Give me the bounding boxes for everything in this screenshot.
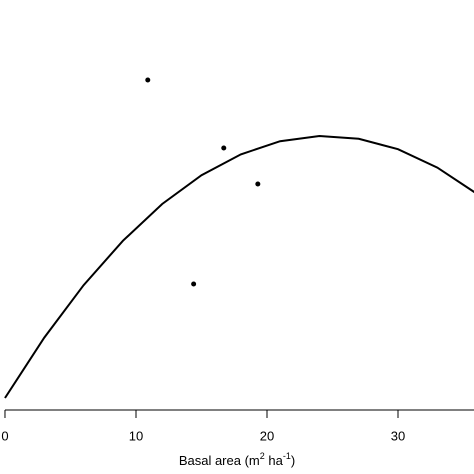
x-tick-label: 10 xyxy=(129,428,143,443)
x-axis-label-part: ) xyxy=(291,453,295,468)
x-axis-label-part: 2 xyxy=(260,451,265,461)
fit-curve xyxy=(4,134,474,399)
x-axis-label: Basal area (m2 ha-1) xyxy=(179,451,295,468)
x-axis-label-part: -1 xyxy=(283,451,291,461)
x-tick-label: 30 xyxy=(391,428,405,443)
point xyxy=(255,181,261,187)
point xyxy=(191,281,197,287)
x-tick-label: 20 xyxy=(260,428,274,443)
x-axis-label-part: ha xyxy=(265,453,284,468)
x-axis-label-part: Basal area (m xyxy=(179,453,260,468)
point xyxy=(221,145,227,151)
point xyxy=(145,77,151,83)
x-tick-label: 0 xyxy=(1,428,8,443)
